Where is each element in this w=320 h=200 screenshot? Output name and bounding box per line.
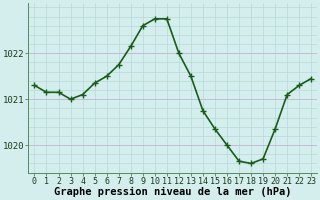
X-axis label: Graphe pression niveau de la mer (hPa): Graphe pression niveau de la mer (hPa) [54, 187, 292, 197]
